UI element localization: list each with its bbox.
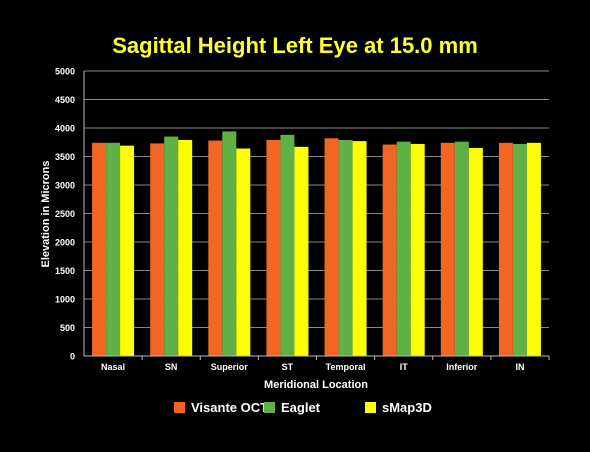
bar-eaglet-it [396, 141, 411, 356]
x-tick-label: Temporal [326, 362, 366, 372]
bar-eaglet-inferior [454, 141, 469, 356]
bar-eaglet-superior [222, 131, 237, 356]
y-tick-label: 3000 [55, 181, 75, 191]
bar-smap3d-in [526, 142, 541, 356]
y-tick-label: 1500 [55, 266, 75, 276]
bar-smap3d-it [410, 143, 425, 356]
legend: Visante OCT Eaglet sMap3D [174, 400, 432, 415]
chart-title: Sagittal Height Left Eye at 15.0 mm [112, 33, 478, 58]
bar-eaglet-temporal [338, 139, 353, 356]
bar-visante-oct-superior [208, 140, 223, 356]
axes [83, 71, 550, 360]
bar-eaglet-in [512, 143, 527, 356]
bar-eaglet-sn [164, 136, 179, 356]
bar-smap3d-superior [236, 148, 251, 356]
bar-visante-oct-nasal [92, 142, 107, 356]
y-tick-label: 0 [70, 352, 75, 362]
bar-visante-oct-temporal [324, 138, 339, 356]
legend-swatch [264, 402, 275, 413]
bar-smap3d-inferior [468, 147, 483, 356]
y-axis-label: Elevation in Microns [40, 161, 52, 268]
bars [92, 131, 541, 356]
x-tick-label: Superior [211, 362, 249, 372]
x-tick-label: IT [400, 362, 409, 372]
legend-label: Eaglet [281, 400, 321, 415]
y-tick-label: 2500 [55, 209, 75, 219]
legend-swatch [174, 402, 185, 413]
y-tick-label: 500 [60, 323, 75, 333]
legend-label: sMap3D [382, 400, 432, 415]
x-tick-label: Nasal [101, 362, 125, 372]
bar-eaglet-st [280, 134, 295, 356]
bar-visante-oct-st [266, 139, 281, 356]
x-tick-label: IN [515, 362, 524, 372]
bar-eaglet-nasal [106, 142, 121, 356]
y-tick-label: 4500 [55, 95, 75, 105]
y-tick-label: 5000 [55, 67, 75, 77]
x-axis-label: Meridional Location [264, 379, 368, 391]
bar-smap3d-temporal [352, 141, 367, 356]
y-tick-label: 4000 [55, 124, 75, 134]
y-tick-label: 3500 [55, 152, 75, 162]
bar-visante-oct-it [382, 144, 397, 356]
bar-smap3d-sn [178, 139, 193, 356]
bar-smap3d-nasal [120, 145, 135, 356]
x-tick-label: ST [282, 362, 294, 372]
x-tick-label: Inferior [446, 362, 478, 372]
x-tick-label: SN [165, 362, 178, 372]
tick-labels: 0 500 1000 1500 2000 2500 3000 3500 4000 4500 5000… [55, 67, 524, 373]
legend-swatch [365, 402, 376, 413]
y-tick-label: 2000 [55, 238, 75, 248]
bar-visante-oct-in [498, 142, 513, 356]
bar-smap3d-st [294, 146, 309, 356]
bar-visante-oct-inferior [440, 142, 455, 356]
legend-label: Visante OCT [191, 400, 268, 415]
bar-visante-oct-sn [150, 143, 165, 356]
y-tick-label: 1000 [55, 295, 75, 305]
